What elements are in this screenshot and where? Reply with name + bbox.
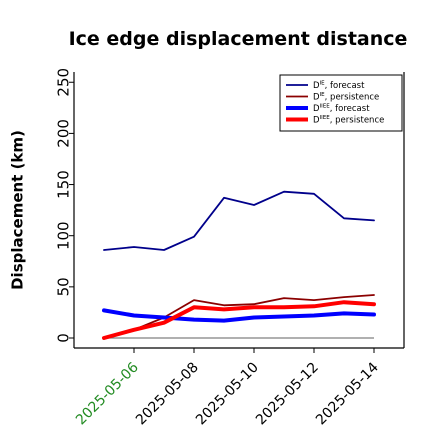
y-tick-label-150: 150 (55, 170, 73, 199)
y-tick-label-50: 50 (55, 277, 73, 296)
legend-label-1: DIE, forecast (313, 81, 365, 92)
y-tick-label-250: 250 (55, 68, 73, 97)
legend-label-4: DIIEE, persistence (313, 115, 384, 126)
x-tick-label-2025-05-14: 2025-05-14 (313, 359, 382, 428)
x-tick-label-2025-05-10: 2025-05-10 (193, 360, 262, 429)
chart-title: Ice edge displacement distance (69, 28, 408, 50)
x-tick-label-2025-05-08: 2025-05-08 (133, 360, 202, 429)
y-tick-label-0: 0 (55, 333, 73, 343)
series-line-4 (102, 300, 376, 340)
y-axis-label: Displacement (km) (9, 130, 27, 290)
x-tick-label-2025-05-12: 2025-05-12 (253, 360, 322, 429)
legend-label-3: DIIEE, forecast (313, 104, 370, 115)
series-line-1 (103, 190, 375, 251)
x-tick-label-2025-05-06: 2025-05-06 (73, 359, 142, 428)
legend-label-2: DIE, persistence (313, 92, 379, 103)
series-line-2 (103, 294, 375, 339)
series-line-3 (102, 308, 376, 323)
y-tick-label-100: 100 (55, 221, 73, 250)
y-tick-label-200: 200 (55, 119, 73, 148)
